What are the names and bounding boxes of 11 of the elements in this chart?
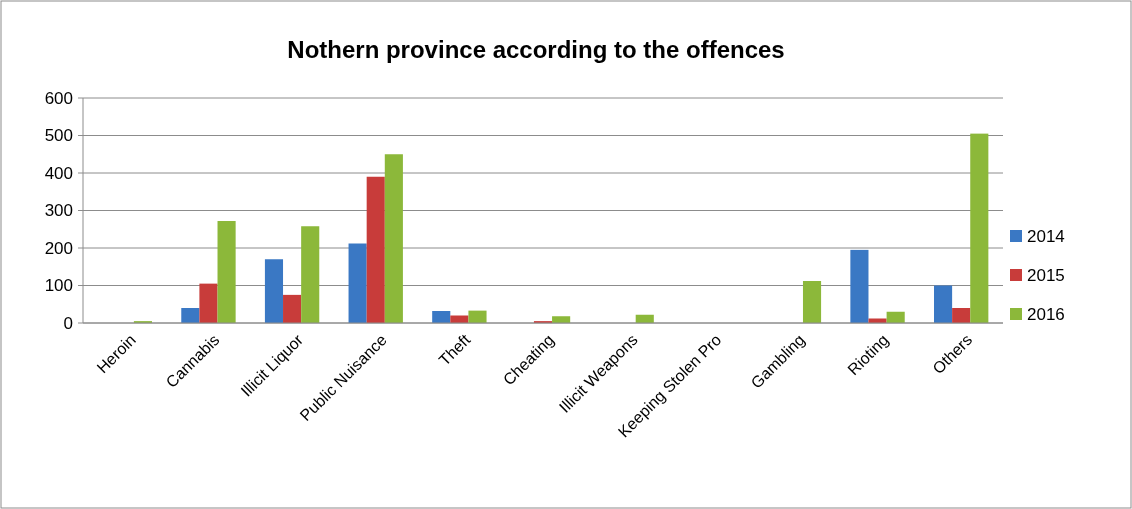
- legend-label: 2016: [1027, 304, 1065, 324]
- y-tick-label: 0: [63, 313, 73, 333]
- y-tick-label: 200: [44, 238, 73, 258]
- legend-label: 2014: [1027, 226, 1065, 246]
- y-tick-label: 500: [44, 126, 73, 146]
- chart-title: Nothern province according to the offences: [287, 36, 785, 63]
- y-tick-label: 100: [44, 276, 73, 296]
- y-tick-label: 600: [44, 88, 73, 108]
- y-tick-label: 400: [44, 163, 73, 183]
- legend-label: 2015: [1027, 265, 1065, 285]
- y-tick-label: 300: [44, 201, 73, 221]
